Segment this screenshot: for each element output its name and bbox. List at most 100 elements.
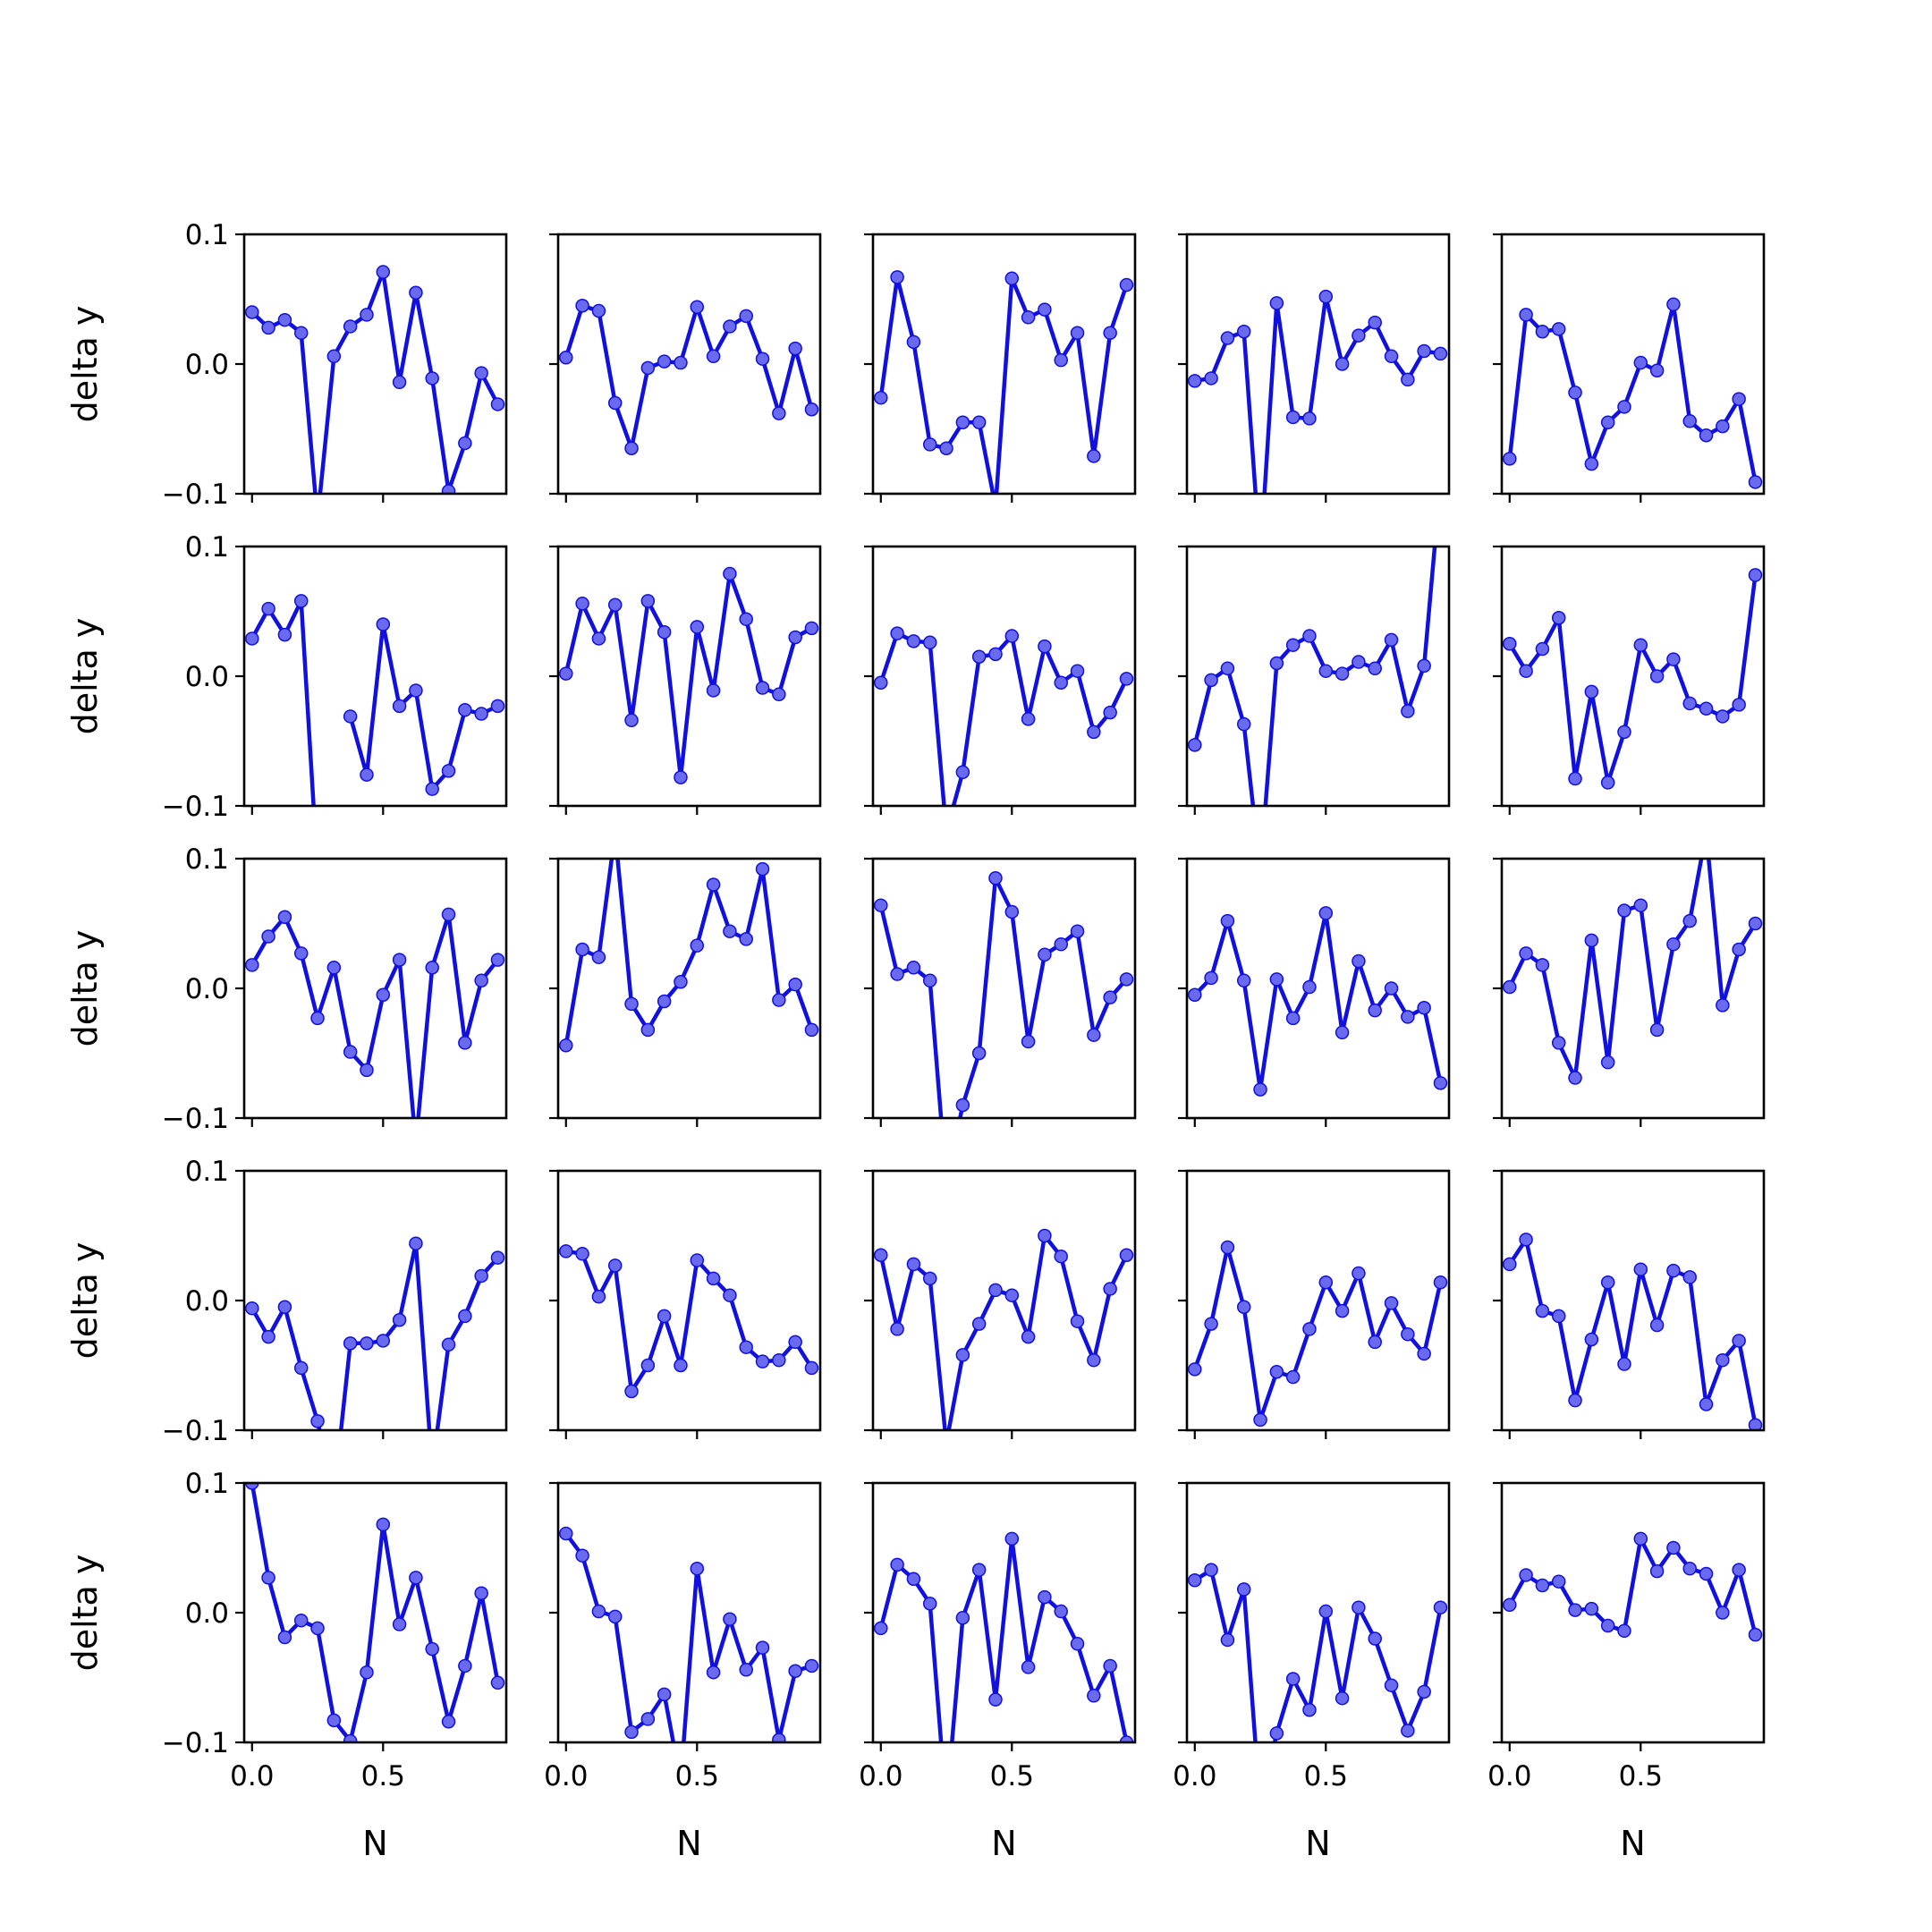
data-point	[1417, 1346, 1431, 1361]
data-point	[657, 994, 672, 1009]
data-point	[772, 993, 786, 1007]
data-point	[1269, 296, 1284, 310]
series-group	[559, 1526, 819, 1742]
data-point	[261, 320, 275, 335]
data-point	[1503, 979, 1517, 995]
data-point	[1318, 664, 1334, 678]
x-axis-label: N	[362, 1824, 387, 1863]
series-line	[1507, 574, 1758, 785]
data-point	[261, 601, 275, 616]
data-point	[1103, 1282, 1117, 1296]
data-point	[1070, 326, 1085, 340]
data-point	[1503, 637, 1517, 651]
data-point	[310, 1414, 325, 1428]
data-point	[706, 349, 721, 364]
data-point	[1352, 1600, 1366, 1614]
data-point	[1054, 352, 1068, 368]
data-point	[343, 1336, 358, 1351]
data-point	[1269, 1726, 1284, 1741]
data-point	[922, 437, 937, 452]
data-point	[640, 1712, 656, 1726]
data-point	[1352, 953, 1366, 969]
series-line	[1507, 302, 1758, 483]
data-point	[874, 675, 888, 690]
data-point	[1368, 315, 1382, 330]
data-point	[343, 709, 358, 724]
data-point	[559, 1244, 573, 1258]
data-point	[674, 770, 688, 784]
subplot-3-5	[1493, 857, 1766, 1127]
data-point	[1188, 1362, 1202, 1377]
data-point	[1021, 1660, 1036, 1674]
data-point	[1269, 1365, 1284, 1379]
data-point	[1384, 1678, 1399, 1692]
data-point	[922, 635, 937, 650]
data-point	[1551, 322, 1566, 336]
data-point	[1318, 906, 1334, 920]
data-point	[245, 1483, 259, 1490]
data-point	[706, 683, 721, 698]
data-point	[591, 1604, 606, 1619]
data-point	[591, 950, 606, 964]
data-point	[906, 335, 921, 350]
data-point	[1368, 1003, 1382, 1018]
data-point	[723, 924, 737, 938]
data-point	[890, 967, 904, 981]
data-point	[575, 1548, 589, 1563]
series-group	[1503, 1531, 1763, 1642]
data-point	[1503, 452, 1517, 466]
data-point	[1433, 1076, 1448, 1090]
data-point	[690, 938, 705, 953]
data-point	[674, 355, 688, 370]
data-point	[906, 961, 921, 975]
data-point	[490, 699, 505, 714]
data-point	[1318, 289, 1334, 304]
data-point	[1021, 712, 1036, 726]
data-point	[1519, 664, 1533, 678]
data-point	[1699, 1397, 1714, 1411]
subplot-3-1: −0.1 0.0 0.1 delta y	[65, 843, 508, 1135]
data-point	[657, 354, 672, 369]
data-point	[1519, 946, 1533, 961]
data-point	[441, 764, 456, 778]
data-point	[1236, 716, 1251, 732]
data-point	[690, 300, 705, 314]
data-point	[1666, 297, 1681, 312]
x-tick-label: 0.5	[675, 1760, 719, 1792]
data-point	[392, 1313, 407, 1327]
data-point	[1038, 1228, 1052, 1243]
series-line	[1193, 911, 1443, 1092]
data-point	[755, 681, 770, 695]
data-point	[1352, 328, 1366, 343]
data-point	[245, 305, 259, 319]
data-point	[1054, 1604, 1068, 1619]
data-point	[772, 687, 786, 702]
data-point	[1649, 1563, 1665, 1579]
data-point	[245, 631, 259, 646]
data-point	[1600, 415, 1615, 429]
data-point	[1732, 698, 1746, 712]
series-group	[559, 859, 819, 1053]
data-point	[874, 390, 888, 405]
data-point	[1417, 1001, 1431, 1015]
data-point	[1004, 1531, 1020, 1546]
data-point	[1087, 1352, 1101, 1368]
data-point	[1188, 374, 1202, 388]
data-point	[310, 1621, 325, 1636]
data-point	[1335, 1690, 1350, 1706]
data-point	[1318, 1275, 1334, 1290]
series-group	[1188, 906, 1448, 1097]
data-point	[890, 1557, 904, 1572]
data-point	[723, 1612, 737, 1626]
data-point	[1649, 669, 1665, 683]
data-point	[277, 312, 292, 327]
data-point	[409, 1571, 423, 1585]
data-point	[1335, 1025, 1350, 1040]
data-point	[971, 1563, 987, 1577]
data-point	[640, 1358, 656, 1373]
x-tick-label: 0.5	[1619, 1760, 1663, 1792]
data-point	[755, 352, 770, 366]
data-point	[1699, 1566, 1714, 1581]
series-group	[874, 626, 1134, 806]
data-point	[409, 285, 423, 300]
